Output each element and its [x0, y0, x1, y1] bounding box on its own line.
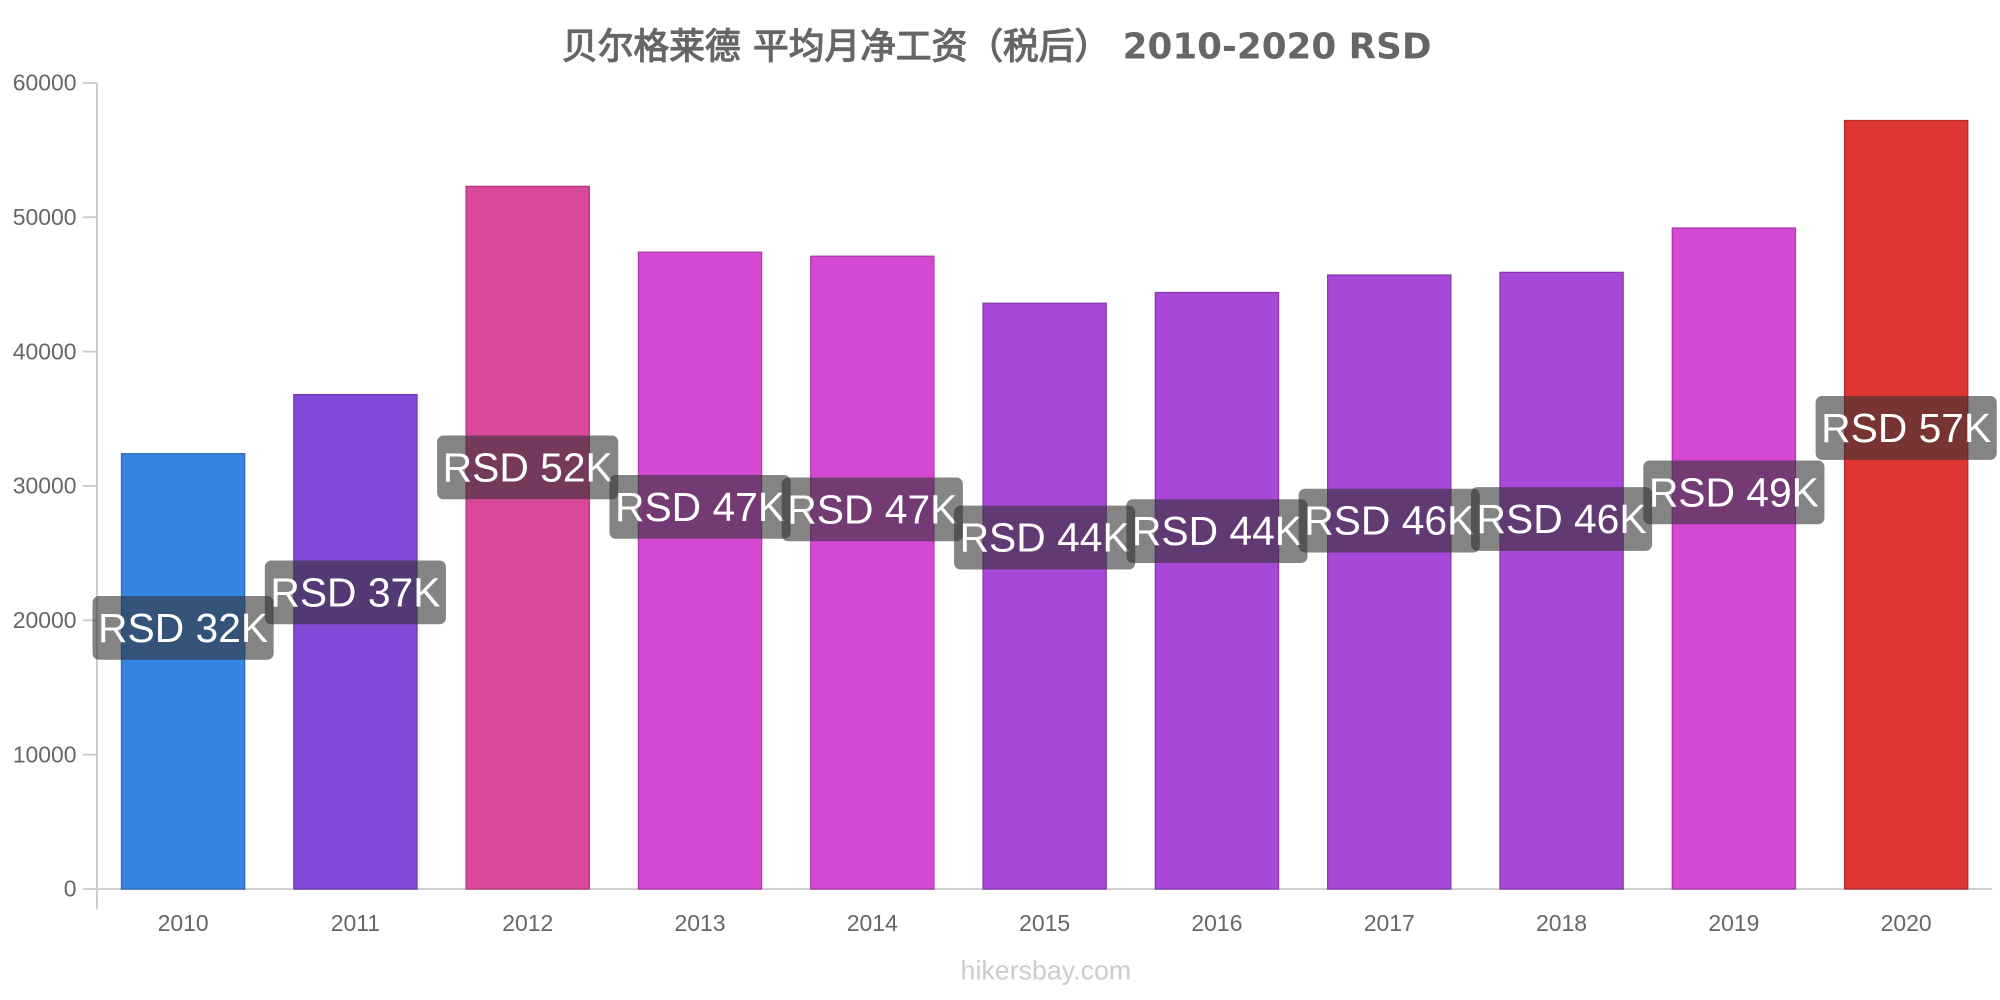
x-tick-label: 2018 — [1536, 910, 1587, 936]
value-label: RSD 37K — [270, 569, 440, 615]
x-tick-label: 2016 — [1191, 910, 1242, 936]
value-label-box — [1126, 499, 1308, 563]
bar — [465, 185, 590, 890]
bar — [293, 393, 418, 890]
x-tick-label: 2017 — [1364, 910, 1415, 936]
x-tick-label: 2019 — [1708, 910, 1759, 936]
value-label-box — [437, 435, 619, 500]
value-label-box — [781, 477, 963, 542]
value-label-box — [1298, 488, 1480, 553]
bar — [637, 251, 763, 890]
value-label: RSD 57K — [1821, 405, 1991, 451]
y-tick-label: 40000 — [13, 338, 77, 364]
chart-title: 贝尔格莱德 平均月净工资（税后） 2010-2020 RSD — [562, 25, 1432, 68]
value-label: RSD 32K — [98, 605, 268, 651]
y-tick-label: 10000 — [13, 741, 77, 767]
value-label: RSD 49K — [1649, 469, 1819, 515]
value-label-box — [264, 560, 446, 625]
value-label: RSD 46K — [1477, 496, 1647, 542]
bar — [1154, 291, 1280, 890]
value-label-box — [92, 595, 274, 660]
y-tick-label: 50000 — [13, 204, 77, 230]
value-label: RSD 52K — [443, 444, 613, 490]
y-tick-label: 0 — [64, 876, 77, 902]
value-label-box — [609, 475, 791, 539]
value-label: RSD 44K — [960, 515, 1130, 561]
y-tick-label: 30000 — [13, 473, 77, 499]
value-label-box — [1643, 460, 1825, 525]
x-tick-label: 2015 — [1019, 910, 1070, 936]
watermark: hikersbay.com — [960, 956, 1132, 986]
bar — [810, 255, 935, 890]
bar — [1499, 271, 1624, 890]
x-tick-label: 2013 — [675, 910, 726, 936]
x-tick-label: 2010 — [158, 910, 209, 936]
bar — [120, 453, 246, 890]
bar — [982, 302, 1107, 890]
x-tick-label: 2012 — [502, 910, 553, 936]
value-label: RSD 44K — [1132, 508, 1302, 554]
value-label: RSD 46K — [1304, 498, 1474, 544]
x-tick-label: 2020 — [1881, 910, 1932, 936]
bar — [1671, 227, 1797, 890]
x-tick-label: 2011 — [331, 910, 380, 936]
value-label-box — [1470, 487, 1653, 551]
y-tick-label: 20000 — [13, 607, 77, 633]
value-label-box — [1815, 396, 1997, 460]
x-tick-label: 2014 — [847, 910, 898, 936]
bar — [1327, 274, 1452, 890]
y-tick-label: 60000 — [13, 70, 77, 96]
value-label: RSD 47K — [787, 486, 957, 532]
bar — [1843, 119, 1969, 890]
value-label: RSD 47K — [615, 484, 785, 530]
value-label-box — [954, 505, 1136, 570]
